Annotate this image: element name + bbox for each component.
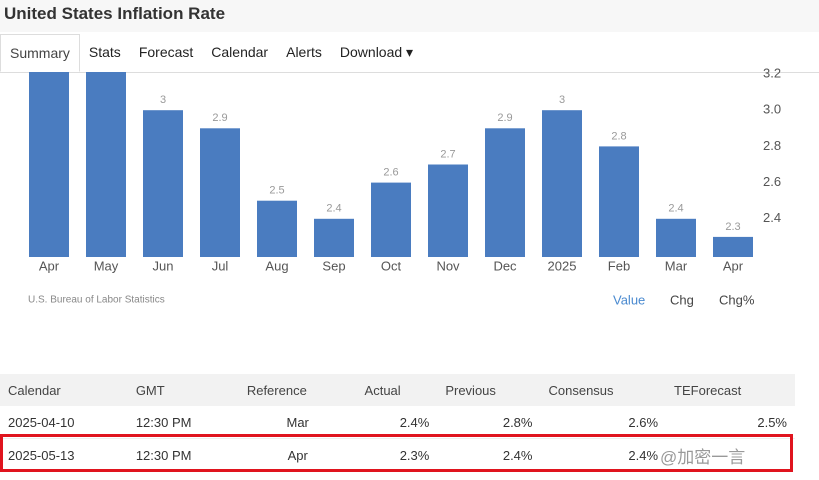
table-cell: 2.4% <box>356 406 438 439</box>
x-tick-label: Aug <box>265 258 288 273</box>
value-label: 3 <box>160 94 166 106</box>
table-row: 2025-04-10 12:30 PM Mar 2.4% 2.8% 2.6% 2.5% <box>0 406 795 439</box>
value-label: 2.4 <box>326 203 341 215</box>
tab[interactable]: Alerts <box>286 44 322 60</box>
y-tick-label: 3.0 <box>763 102 781 117</box>
column-header: Consensus <box>540 374 667 406</box>
bar <box>200 128 240 257</box>
column-header: Calendar <box>0 374 128 406</box>
column-header: Actual <box>356 374 438 406</box>
y-tick-label: 3.2 <box>763 65 781 80</box>
bar <box>485 128 525 257</box>
tab[interactable]: Download ▾ <box>339 44 414 60</box>
table-cell: 2025-04-10 <box>0 406 128 439</box>
bar <box>713 236 753 257</box>
value-label: 2.4 <box>668 203 683 215</box>
y-tick-label: 2.8 <box>763 138 781 153</box>
header-bar <box>0 0 819 32</box>
value-label: 2.5 <box>269 185 284 197</box>
page-title: United States Inflation Rate <box>4 4 226 23</box>
table-cell: 12:30 PM <box>127 406 239 439</box>
value-label: 2.6 <box>383 167 398 179</box>
x-tick-label: Dec <box>493 258 517 273</box>
tab[interactable]: Summary <box>0 34 80 72</box>
table-cell: 2.3% <box>399 447 430 463</box>
tab[interactable]: Forecast <box>138 44 194 60</box>
table-cell: 12:30 PM <box>135 447 192 463</box>
value-label: 2.9 <box>497 112 512 124</box>
column-header: GMT <box>127 374 239 406</box>
source: U.S. Bureau of Labor Statistics <box>28 295 165 306</box>
bar <box>257 200 297 257</box>
bar <box>542 110 582 257</box>
calendar-table: Calendar GMT Reference Actual Previous Consen… <box>0 374 795 471</box>
value-label: 2.3 <box>725 221 740 233</box>
table-cell: 2.8% <box>437 406 541 439</box>
tab-bar: Summary Stats Forecast Calendar Alerts Downlo… <box>0 34 819 73</box>
table-cell: 2.4% <box>502 447 533 463</box>
bar <box>143 110 183 257</box>
tab[interactable]: Stats <box>88 44 121 60</box>
value-label: 2.8 <box>611 130 626 142</box>
chart-option[interactable]: Chg% <box>719 292 755 307</box>
table-cell: 2025-05-13 <box>8 447 75 463</box>
table-cell: 2.6% <box>540 406 667 439</box>
x-tick-label: May <box>94 258 119 273</box>
value-label: 2.7 <box>440 148 455 160</box>
x-tick-label: 2025 <box>548 258 577 273</box>
watermark: @加密一言 <box>660 448 746 467</box>
x-tick-label: Oct <box>381 258 402 273</box>
table-row: 2025-05-13 12:30 PM Apr 2.3% 2.4% 2.4% <box>0 439 795 472</box>
x-tick-label: Apr <box>723 258 744 273</box>
bars <box>29 72 753 258</box>
column-header: TEForecast <box>666 374 795 406</box>
bar <box>428 164 468 257</box>
table-cell: Apr <box>287 447 308 463</box>
bar <box>599 146 639 257</box>
column-header: Previous <box>437 374 541 406</box>
table-cell: 2.4% <box>628 447 659 463</box>
chart: 2.4 2.6 2.8 3.0 3.2 Apr May 3 Jun 2.9 Jul 2.5 Aug 2.4… <box>28 65 781 307</box>
table-cell: Mar <box>238 406 357 439</box>
y-tick-label: 2.4 <box>763 210 781 225</box>
bar <box>371 182 411 257</box>
bar <box>86 72 126 258</box>
highlight-box <box>0 434 793 472</box>
tab[interactable]: Calendar <box>211 44 269 60</box>
chart-option[interactable]: Value <box>613 292 645 307</box>
chart-option[interactable]: Chg <box>670 292 694 307</box>
x-tick-label: Jun <box>153 258 174 273</box>
x-tick-label: Feb <box>608 258 630 273</box>
column-header: Reference <box>238 374 357 406</box>
value-label: 3 <box>559 94 565 106</box>
y-tick-label: 2.6 <box>763 174 781 189</box>
x-tick-label: Nov <box>436 258 460 273</box>
x-tick-label: Sep <box>322 258 345 273</box>
bar <box>656 218 696 257</box>
x-tick-label: Jul <box>212 258 229 273</box>
x-tick-label: Apr <box>39 258 60 273</box>
x-tick-label: Mar <box>665 258 688 273</box>
bar <box>29 72 69 257</box>
bar <box>314 218 354 257</box>
table-cell: 2.5% <box>666 406 795 439</box>
value-label: 2.9 <box>212 112 227 124</box>
